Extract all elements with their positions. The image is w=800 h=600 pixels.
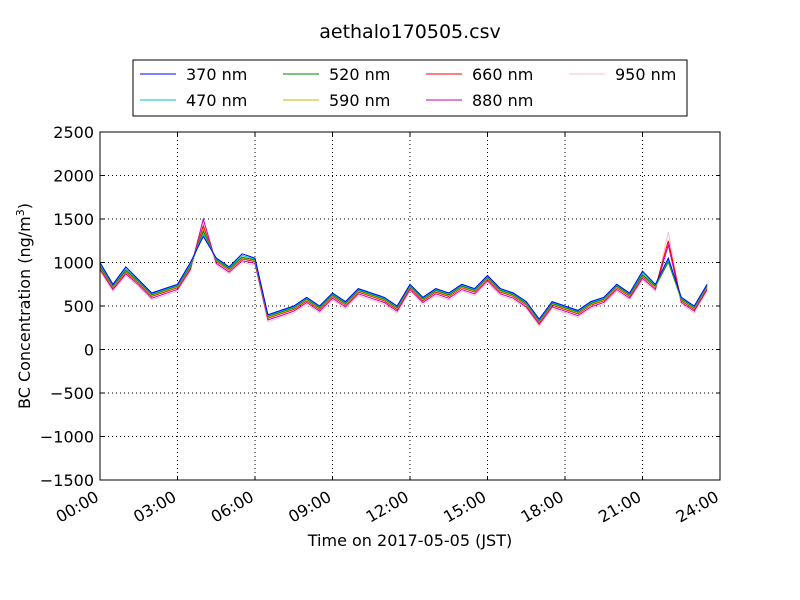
x-tick-label: 21:00	[595, 487, 644, 527]
series-line-470-nm	[99, 232, 708, 321]
x-tick-label: 18:00	[518, 487, 567, 527]
chart-title: aethalo170505.csv	[319, 21, 501, 43]
y-tick-label: −1000	[40, 428, 94, 447]
legend-label: 950 nm	[615, 65, 676, 84]
y-tick-label: 500	[63, 297, 94, 316]
y-axis-label: BC Concentration (ng/m3)	[14, 203, 34, 409]
ticks: 00:00 03:00 06:00 09:00 12:00 15:00 18:00 21:00…	[40, 123, 722, 527]
legend-label: 660 nm	[472, 65, 533, 84]
x-tick-label: 00:00	[53, 487, 102, 527]
legend: 370 nm 470 nm 520 nm 590 nm 660 nm 880 nm 950 …	[132, 59, 688, 117]
y-tick-label: 1500	[53, 210, 94, 229]
x-tick-label: 15:00	[440, 487, 489, 527]
x-tick-label: 03:00	[130, 487, 179, 527]
y-tick-label: 2000	[53, 167, 94, 186]
series-line-520-nm	[99, 229, 708, 322]
legend-label: 590 nm	[329, 91, 390, 110]
x-tick-label: 12:00	[363, 487, 412, 527]
grid	[100, 132, 720, 480]
y-tick-label: −500	[50, 384, 94, 403]
y-tick-label: 2500	[53, 123, 94, 142]
x-tick-label: 06:00	[208, 487, 257, 527]
legend-label: 520 nm	[329, 65, 390, 84]
series-line-590-nm	[99, 227, 708, 323]
y-tick-label: 1000	[53, 254, 94, 273]
series-line-880-nm	[99, 217, 708, 326]
x-tick-label: 09:00	[285, 487, 334, 527]
legend-label: 880 nm	[472, 91, 533, 110]
x-tick-label: 24:00	[673, 487, 722, 527]
series-line-660-nm	[99, 224, 708, 324]
y-tick-label: −1500	[40, 471, 94, 490]
y-axis-label-sup: 3	[14, 209, 27, 216]
legend-label: 370 nm	[186, 65, 247, 84]
x-axis-label: Time on 2017-05-05 (JST)	[307, 531, 512, 550]
legend-label: 470 nm	[186, 91, 247, 110]
y-tick-label: 0	[84, 341, 94, 360]
y-axis-label-close: )	[15, 203, 34, 209]
series-line-950-nm	[99, 221, 708, 327]
legend-box	[132, 59, 688, 117]
series-line-370-nm	[99, 235, 708, 320]
y-axis-label-main: BC Concentration (ng/m	[15, 216, 34, 409]
series-layer	[99, 217, 708, 327]
